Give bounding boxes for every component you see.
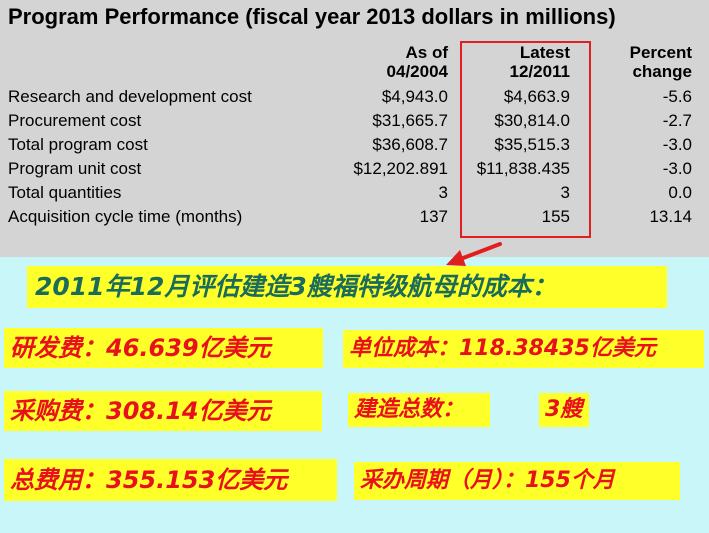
column-header-as-of: As of 04/2004	[358, 43, 448, 81]
row-label: Total quantities	[8, 183, 122, 202]
cell-percent-change: 0.0	[668, 183, 692, 202]
column-header-line2: 12/2011	[509, 62, 570, 81]
row-label: Procurement cost	[8, 111, 142, 130]
cell-percent-change: -3.0	[662, 135, 692, 154]
row-label: Program unit cost	[8, 159, 142, 178]
column-header-line2: 04/2004	[386, 62, 448, 81]
latest-column-highlight-box	[460, 41, 591, 238]
cell-percent-change: 13.14	[649, 207, 692, 226]
red-arrow-icon	[446, 242, 502, 266]
cell-percent-change: -2.7	[662, 111, 692, 130]
cell-percent-change: -5.6	[662, 87, 692, 106]
cell-as-of: 137	[419, 207, 448, 226]
unit-cost-label: 单位成本：118.38435亿美元	[343, 330, 704, 368]
column-header-latest: Latest 12/2011	[476, 43, 570, 81]
table-title: Program Performance (fiscal year 2013 do…	[8, 4, 616, 29]
cell-latest: $4,663.9	[503, 87, 570, 106]
column-header-line1: Percent	[629, 43, 692, 62]
column-header-line1: Latest	[519, 43, 570, 62]
column-header-line1: As of	[405, 43, 449, 62]
cell-as-of: $36,608.7	[372, 135, 448, 154]
total-cost-label: 总费用：355.153亿美元	[4, 459, 337, 501]
cell-latest: $11,838.435	[476, 159, 570, 178]
column-header-line2: change	[632, 62, 692, 81]
cell-as-of: $31,665.7	[372, 111, 448, 130]
rd-cost-label: 研发费：46.639亿美元	[4, 328, 323, 368]
cell-as-of: 3	[438, 183, 448, 202]
cell-as-of: $12,202.891	[353, 159, 448, 178]
row-label: Acquisition cycle time (months)	[8, 207, 243, 226]
row-label: Total program cost	[8, 135, 148, 154]
cell-latest: $35,515.3	[494, 135, 570, 154]
procurement-cost-label: 采购费：308.14亿美元	[4, 391, 322, 431]
cell-latest: 3	[560, 183, 570, 202]
summary-banner: 2011年12月评估建造3艘福特级航母的成本：	[27, 266, 667, 308]
acquisition-cycle-label: 采办周期（月）：155个月	[354, 462, 680, 500]
cell-as-of: $4,943.0	[381, 87, 448, 106]
cell-percent-change: -3.0	[662, 159, 692, 178]
cell-latest: $30,814.0	[494, 111, 570, 130]
column-header-percent-change: Percent change	[600, 43, 692, 81]
row-label: Research and development cost	[8, 87, 252, 106]
quantity-label: 建造总数：	[348, 393, 490, 427]
quantity-value: 3艘	[539, 393, 589, 427]
cell-latest: 155	[541, 207, 570, 226]
watermark	[607, 511, 699, 526]
